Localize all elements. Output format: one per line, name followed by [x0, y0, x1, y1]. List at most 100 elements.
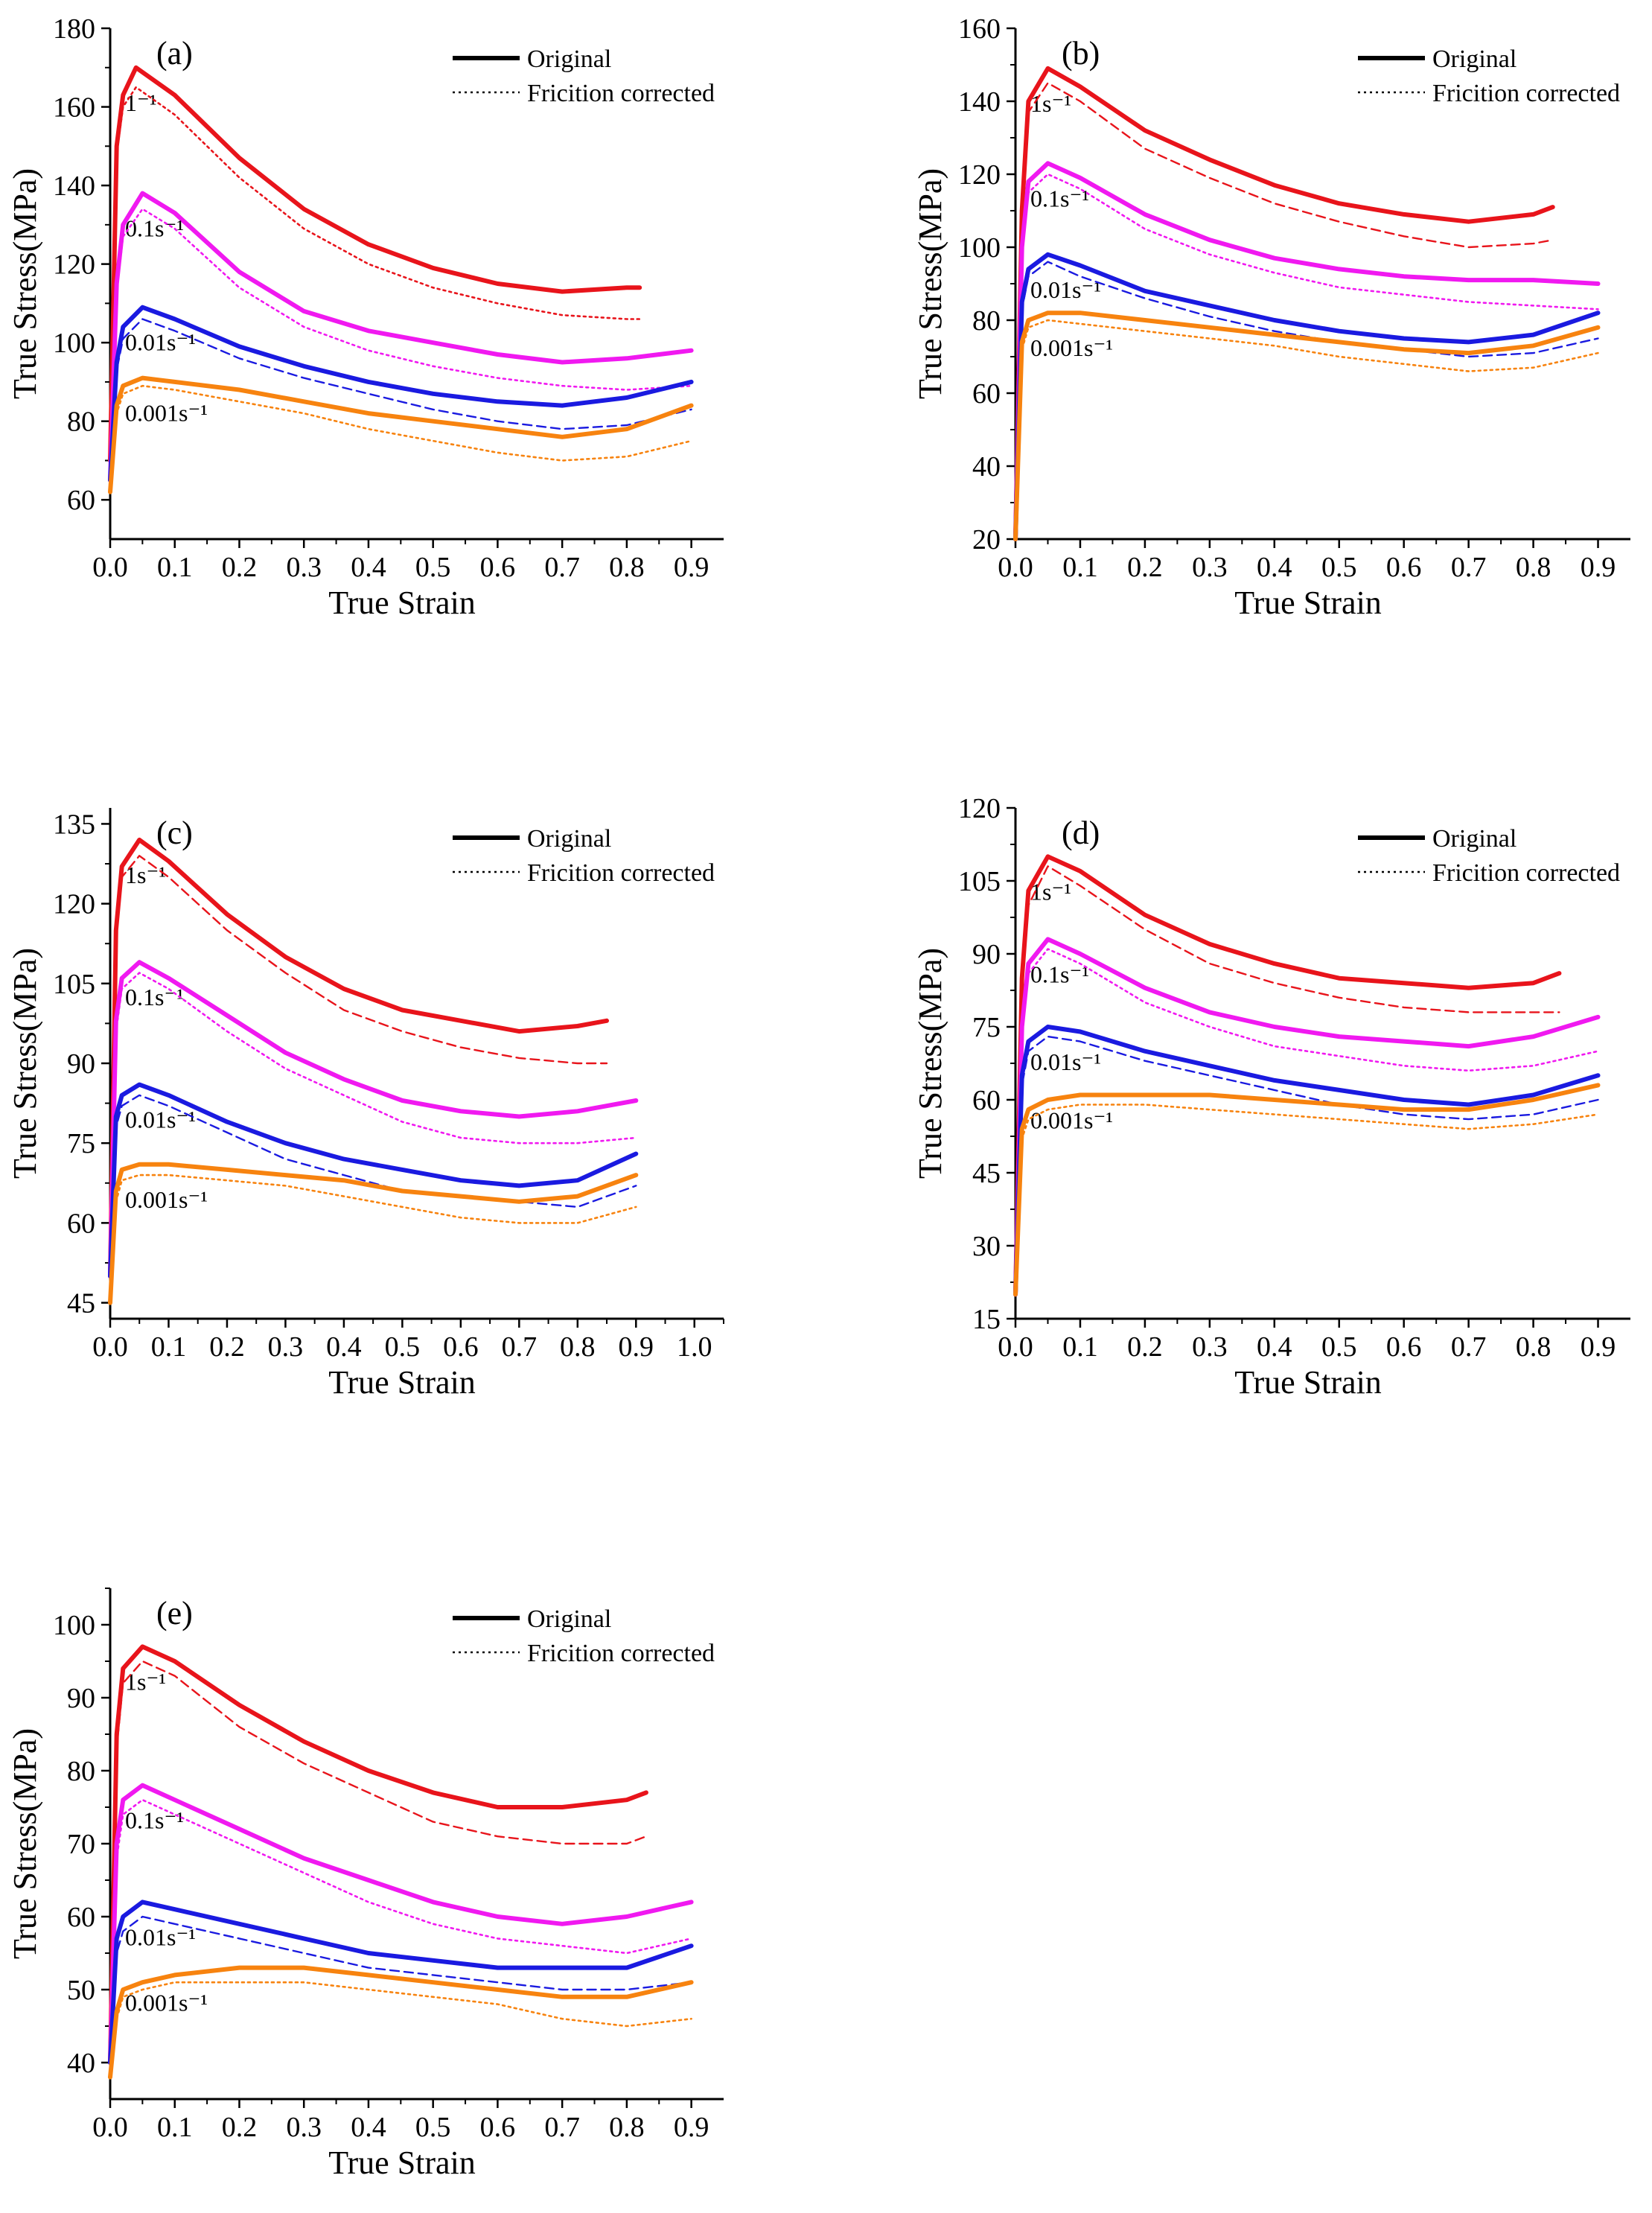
x-tick-label: 0.7 [1451, 552, 1487, 583]
x-tick-label: 0.4 [1257, 1331, 1292, 1363]
x-tick-label: 0.8 [609, 552, 645, 583]
x-axis-label: True Strain [328, 2144, 476, 2181]
series-line-magenta-dotted [109, 1798, 692, 2064]
series-line-red-solid [1013, 854, 1562, 1297]
y-tick-label: 45 [67, 1288, 95, 1319]
legend-original-label: Original [527, 1605, 611, 1633]
panel-title: (a) [156, 35, 193, 71]
y-tick-label: 120 [958, 793, 1001, 824]
y-tick-label: 15 [972, 1304, 1001, 1335]
series-line-red-solid [108, 65, 642, 463]
series-line-orange-dotted [109, 1981, 692, 2078]
y-tick-label: 75 [972, 1012, 1001, 1043]
x-tick-label: 0.1 [157, 2112, 193, 2143]
series-line-red-dashed [109, 1660, 648, 2064]
legend-corrected-label: Fricition corrected [1432, 859, 1620, 887]
x-tick-label: 0.1 [151, 1331, 187, 1363]
y-tick-label: 40 [67, 2048, 95, 2079]
x-tick-label: 0.2 [222, 552, 258, 583]
series-line-red-solid [108, 1644, 648, 2065]
x-tick-label: 0.5 [1321, 1331, 1357, 1363]
y-tick-label: 160 [53, 92, 95, 124]
x-tick-label: 0.5 [415, 552, 451, 583]
x-tick-label: 0.6 [480, 2112, 516, 2143]
series-rate-label: 0.01s⁻¹ [125, 1923, 196, 1950]
panel-title: (c) [156, 815, 193, 851]
y-tick-label: 50 [67, 1975, 95, 2006]
legend-corrected-label: Fricition corrected [527, 1640, 715, 1667]
series-line-orange-solid [108, 375, 694, 494]
x-tick-label: 0.9 [1581, 552, 1616, 583]
series-rate-label: 0.001s⁻¹ [125, 400, 208, 427]
series-line-orange-dotted [109, 1174, 637, 1304]
x-tick-label: 0.7 [544, 2112, 580, 2143]
series-line-blue-dashed [109, 318, 692, 481]
series-line-magenta-solid [108, 1783, 694, 2065]
y-tick-label: 80 [67, 1756, 95, 1787]
y-tick-label: 60 [972, 1085, 1001, 1116]
series-rate-label: 0.1s⁻¹ [1030, 185, 1089, 211]
series-line-magenta-solid [1013, 937, 1601, 1297]
x-tick-label: 0.3 [286, 552, 322, 583]
y-tick-label: 60 [67, 1208, 95, 1239]
legend-original-label: Original [527, 825, 611, 853]
y-tick-label: 60 [67, 1902, 95, 1933]
x-tick-label: 0.7 [502, 1331, 538, 1363]
panel-title: (e) [156, 1595, 193, 1631]
x-tick-label: 0.4 [351, 2112, 386, 2143]
x-tick-label: 0.0 [92, 552, 128, 583]
series-line-orange-dotted [109, 384, 692, 494]
series-line-red-dashed [1014, 865, 1560, 1296]
x-tick-label: 0.9 [674, 552, 709, 583]
x-tick-label: 0.9 [1581, 1331, 1616, 1363]
legend-corrected-label: Fricition corrected [527, 859, 715, 887]
y-tick-label: 160 [958, 13, 1001, 45]
y-tick-label: 100 [53, 328, 95, 359]
y-tick-label: 105 [958, 866, 1001, 897]
series-line-blue-solid [108, 1082, 639, 1279]
y-tick-label: 60 [67, 485, 95, 516]
y-tick-label: 40 [972, 451, 1001, 483]
series-line-blue-solid [108, 1900, 694, 2065]
y-tick-label: 100 [53, 1610, 95, 1641]
y-tick-label: 140 [958, 86, 1001, 118]
y-tick-label: 20 [972, 524, 1001, 555]
y-tick-label: 120 [958, 159, 1001, 191]
chart-panel-2: 0.0 0.1 0.2 0.3 0.4 0.5 0.6 0.7 0.8 0.9 1.0 45 60 75 9… [7, 808, 724, 1401]
y-tick-label: 100 [958, 232, 1001, 264]
x-axis-label: True Strain [328, 585, 476, 621]
series-rate-label: 0.001s⁻¹ [125, 1186, 208, 1213]
series-line-magenta-solid [108, 960, 639, 1279]
y-axis-label: True Stress(MPa) [7, 948, 43, 1179]
series-rate-label: 0.01s⁻¹ [125, 1106, 196, 1133]
series-line-orange-solid [108, 1162, 639, 1305]
x-tick-label: 0.0 [998, 1331, 1033, 1363]
chart-panel-0: 0.0 0.1 0.2 0.3 0.4 0.5 0.6 0.7 0.8 0.9 60 80 100 120… [7, 13, 724, 621]
x-tick-label: 0.1 [1062, 552, 1098, 583]
x-tick-label: 0.3 [1192, 552, 1228, 583]
series-rate-label: 0.001s⁻¹ [1030, 334, 1113, 361]
series-line-blue-dashed [1014, 1035, 1599, 1296]
x-tick-label: 0.8 [560, 1331, 596, 1363]
x-tick-label: 0.8 [1516, 1331, 1551, 1363]
y-axis-label: True Stress(MPa) [912, 948, 948, 1179]
x-tick-label: 0.2 [1127, 1331, 1163, 1363]
panel-title: (d) [1062, 815, 1100, 851]
series-rate-label: 1⁻¹ [125, 89, 156, 116]
chart-panel-1: 0.0 0.1 0.2 0.3 0.4 0.5 0.6 0.7 0.8 0.9 20 40 60 80 10… [912, 13, 1630, 621]
x-tick-label: 0.1 [157, 552, 193, 583]
series-line-magenta-dotted [109, 208, 692, 482]
x-tick-label: 0.7 [544, 552, 580, 583]
series-rate-label: 1s⁻¹ [125, 1668, 166, 1695]
x-tick-label: 0.6 [1386, 552, 1422, 583]
series-rate-label: 0.001s⁻¹ [125, 1990, 208, 2016]
series-line-magenta-dotted [109, 972, 637, 1278]
y-axis-label: True Stress(MPa) [7, 1728, 43, 1959]
y-tick-label: 90 [972, 939, 1001, 970]
series-line-red-solid [1013, 66, 1555, 541]
x-axis-label: True Strain [328, 1364, 476, 1401]
legend-original-label: Original [527, 45, 611, 73]
x-tick-label: 0.7 [1451, 1331, 1487, 1363]
panel-title: (b) [1062, 35, 1100, 71]
